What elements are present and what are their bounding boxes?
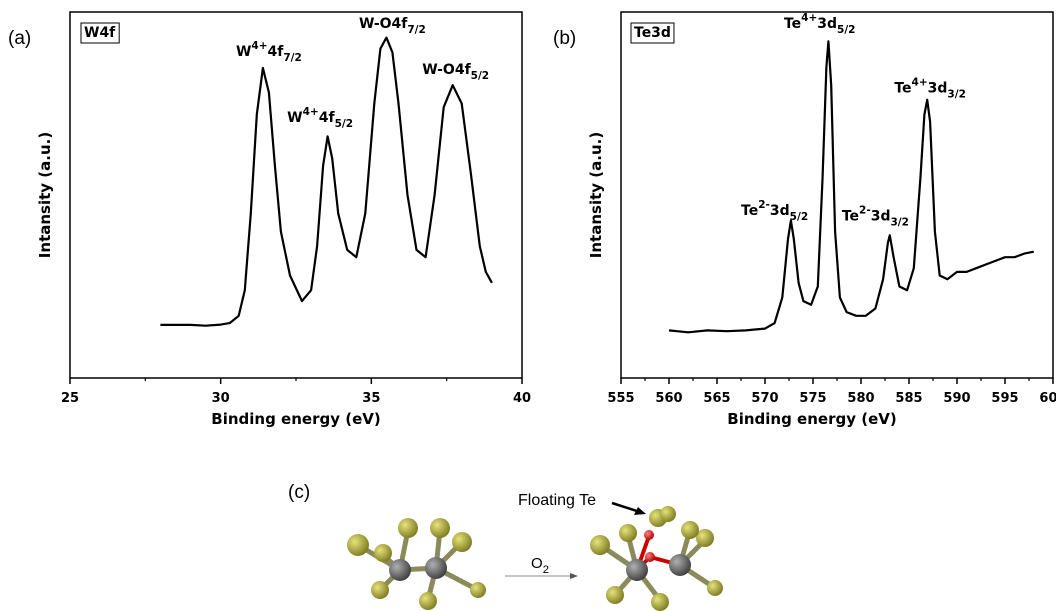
label-part: Te [784, 16, 801, 32]
peak-annotation: W4+4f7/2 [236, 40, 302, 64]
reaction-arrow-head [570, 573, 578, 579]
x-tick-label: 575 [799, 391, 826, 406]
label-part: 3d [770, 203, 790, 219]
sup: 2- [758, 199, 770, 211]
sub: 2 [543, 564, 549, 576]
plot-frame [621, 12, 1053, 378]
x-tick-label: 590 [943, 391, 970, 406]
panel-label: (b) [553, 28, 576, 49]
box-label: Te3d [634, 25, 671, 41]
sub: 7/2 [283, 52, 301, 64]
box-label: W4f [84, 25, 116, 41]
x-tick-label: 585 [895, 391, 922, 406]
x-tick-label: 595 [991, 391, 1018, 406]
sub: 5/2 [790, 211, 808, 223]
peak-annotation: W4+4f5/2 [287, 106, 353, 130]
peak-annotation: W-O4f5/2 [422, 62, 489, 82]
sub: 5/2 [471, 70, 489, 82]
peak-annotation: W-O4f7/2 [359, 16, 426, 36]
floating-label: Floating Te [518, 492, 596, 509]
label-part: 4f [319, 110, 336, 126]
sup: 4+ [801, 12, 817, 24]
x-tick-label: 560 [655, 391, 682, 406]
label-part: 3d [871, 209, 891, 225]
peak-annotation: Te2-3d3/2 [842, 205, 909, 229]
label-part: O [531, 555, 543, 572]
peak-annotation: Te2-3d5/2 [741, 199, 808, 223]
label-part: W [236, 44, 251, 60]
x-tick-label: 555 [607, 391, 634, 406]
peak-annotation: Te4+3d5/2 [784, 12, 856, 36]
label-part: W-O4f [422, 62, 471, 78]
y-axis-title: Intansity (a.u.) [36, 132, 54, 258]
label-part: Te [894, 81, 911, 97]
sub: 5/2 [837, 24, 855, 36]
label-part: Te [741, 203, 758, 219]
structure-diagram: (c) Floating Te O2 [288, 482, 723, 611]
sub: 5/2 [335, 118, 353, 130]
panel-label: (c) [288, 482, 310, 503]
label-part: 3d [817, 16, 837, 32]
x-axis-title: Binding energy (eV) [727, 410, 896, 428]
pointer-arrow [612, 503, 640, 512]
spectrum-line [160, 38, 492, 326]
peak-annotation: Te4+3d3/2 [894, 77, 966, 101]
spectrum-line [669, 41, 1034, 332]
x-axis-title: Binding energy (eV) [211, 410, 380, 428]
x-tick-label: 565 [703, 391, 730, 406]
sup: 4+ [251, 40, 267, 52]
x-tick-label: 40 [513, 391, 531, 406]
x-tick-label: 600 [1039, 391, 1056, 406]
x-tick-label: 35 [362, 391, 380, 406]
arrow-label: O2 [531, 555, 549, 576]
label-part: Te [842, 209, 859, 225]
panel-label: (a) [8, 28, 31, 49]
sup: 4+ [303, 106, 319, 118]
label-part: 3d [928, 81, 948, 97]
label-part: W [287, 110, 302, 126]
x-tick-label: 570 [751, 391, 778, 406]
x-tick-label: 30 [212, 391, 230, 406]
x-tick-label: 25 [61, 391, 79, 406]
sup: 2- [859, 205, 871, 217]
sup: 4+ [912, 77, 928, 89]
label-part: W-O4f [359, 16, 408, 32]
sub: 3/2 [890, 217, 908, 229]
x-tick-label: 580 [847, 391, 874, 406]
label-part: 4f [268, 44, 285, 60]
sub: 7/2 [407, 24, 425, 36]
figure: (c) Floating Te O2 (a)W4f25303540Binding… [0, 0, 1056, 611]
sub: 3/2 [947, 89, 965, 101]
y-axis-title: Intansity (a.u.) [587, 132, 605, 258]
